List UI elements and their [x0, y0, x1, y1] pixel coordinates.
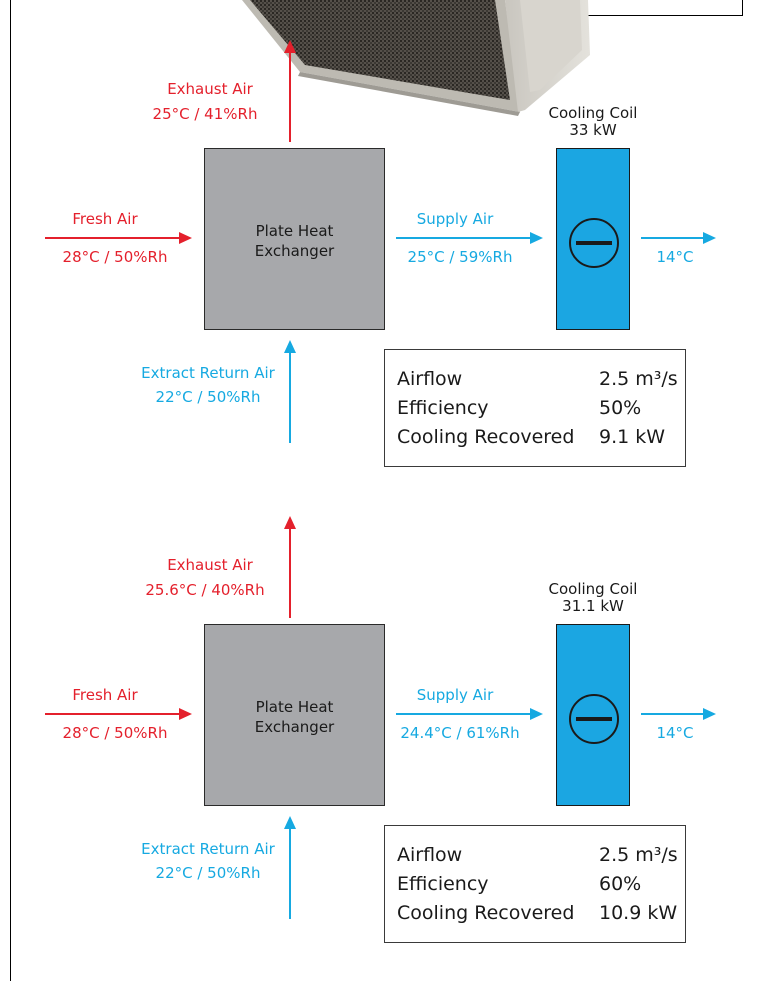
cooling-coil: [556, 148, 630, 330]
info-value: 2.5 m³/s: [599, 844, 678, 866]
exchanger-label-line-2: Exchanger: [254, 242, 335, 260]
fresh-air-conditions: 28°C / 50%Rh: [62, 248, 168, 266]
info-value: 60%: [599, 873, 642, 895]
performance-info-box: Airflow 2.5 m³/s Efficiency 50% Cooling Reco…: [384, 349, 686, 467]
extract-return-air-conditions: 22°C / 50%Rh: [155, 864, 261, 882]
info-row: Cooling Recovered 10.9 kW: [397, 902, 682, 930]
info-key: Cooling Recovered: [397, 426, 575, 448]
supply-air-arrow: [396, 232, 543, 244]
info-row: Airflow 2.5 m³/s: [397, 844, 682, 872]
cooling-coil-title: Cooling Coil: [548, 104, 638, 122]
info-value: 9.1 kW: [599, 426, 666, 448]
off-coil-air-arrow: [641, 232, 716, 244]
info-key: Airflow: [397, 844, 463, 866]
coil-symbol-icon: [569, 694, 619, 744]
exhaust-air-arrow: [284, 40, 296, 142]
info-value: 10.9 kW: [599, 902, 678, 924]
supply-air-label: Supply Air: [416, 686, 494, 704]
supply-air-conditions: 24.4°C / 61%Rh: [400, 724, 520, 742]
exhaust-air-label: Exhaust Air: [167, 80, 253, 98]
info-row: Efficiency 50%: [397, 397, 682, 425]
fresh-air-label: Fresh Air: [72, 210, 138, 228]
exhaust-air-conditions: 25°C / 41%Rh: [152, 105, 258, 123]
exhaust-air-arrow: [284, 516, 296, 618]
cooling-coil: [556, 624, 630, 806]
info-row: Cooling Recovered 9.1 kW: [397, 426, 682, 454]
info-row: Efficiency 60%: [397, 873, 682, 901]
info-value: 2.5 m³/s: [599, 368, 678, 390]
frame-right-line: [742, 0, 743, 16]
off-coil-temperature: 14°C: [656, 248, 694, 266]
cooling-coil-capacity: 31.1 kW: [562, 597, 624, 615]
exchanger-label-line-2: Exchanger: [254, 718, 335, 736]
plate-heat-exchanger: Plate Heat Exchanger: [204, 148, 385, 330]
heat-exchanger-unit-photo: [242, 0, 590, 116]
info-key: Cooling Recovered: [397, 902, 575, 924]
supply-air-arrow: [396, 708, 543, 720]
diagram-section-1: Exhaust Air 25°C / 41%Rh Fresh Air 28°C / 5…: [0, 0, 761, 480]
info-key: Efficiency: [397, 397, 489, 419]
extract-return-air-arrow: [284, 816, 296, 919]
exchanger-label-line-1: Plate Heat: [255, 222, 334, 240]
coil-symbol-icon: [569, 218, 619, 268]
off-coil-air-arrow: [641, 708, 716, 720]
frame-left-line: [10, 0, 11, 981]
plate-heat-exchanger-label: Plate Heat Exchanger: [205, 221, 384, 261]
info-key: Efficiency: [397, 873, 489, 895]
info-value: 50%: [599, 397, 642, 419]
supply-air-conditions: 25°C / 59%Rh: [407, 248, 513, 266]
exhaust-air-conditions: 25.6°C / 40%Rh: [145, 581, 265, 599]
plate-heat-exchanger: Plate Heat Exchanger: [204, 624, 385, 806]
performance-info-box: Airflow 2.5 m³/s Efficiency 60% Cooling Reco…: [384, 825, 686, 943]
fresh-air-arrow: [45, 232, 192, 244]
supply-air-label: Supply Air: [416, 210, 494, 228]
fresh-air-arrow: [45, 708, 192, 720]
extract-return-air-label: Extract Return Air: [141, 840, 275, 858]
info-key: Airflow: [397, 368, 463, 390]
cooling-coil-title: Cooling Coil: [548, 580, 638, 598]
extract-return-air-label: Extract Return Air: [141, 364, 275, 382]
info-row: Airflow 2.5 m³/s: [397, 368, 682, 396]
extract-return-air-arrow: [284, 340, 296, 443]
fresh-air-conditions: 28°C / 50%Rh: [62, 724, 168, 742]
fresh-air-label: Fresh Air: [72, 686, 138, 704]
plate-heat-exchanger-label: Plate Heat Exchanger: [205, 697, 384, 737]
diagram-section-2: Exhaust Air 25.6°C / 40%Rh Fresh Air 28°C /…: [0, 476, 761, 956]
exhaust-air-label: Exhaust Air: [167, 556, 253, 574]
cooling-coil-capacity: 33 kW: [569, 121, 617, 139]
exchanger-label-line-1: Plate Heat: [255, 698, 334, 716]
off-coil-temperature: 14°C: [656, 724, 694, 742]
frame-top-line: [588, 15, 743, 16]
extract-return-air-conditions: 22°C / 50%Rh: [155, 388, 261, 406]
